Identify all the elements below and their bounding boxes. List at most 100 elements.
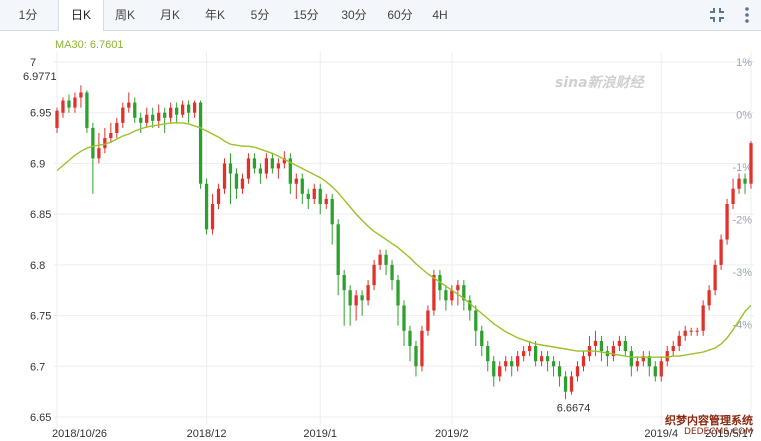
candle xyxy=(360,290,364,316)
candle xyxy=(671,340,675,357)
candle-body xyxy=(336,224,340,275)
candle xyxy=(605,346,610,367)
candle-body xyxy=(288,158,292,184)
tab-1min[interactable]: 1分 xyxy=(18,8,38,22)
tab-monthly-k[interactable]: 月K xyxy=(159,8,180,22)
compress-arrows-icon[interactable] xyxy=(707,5,727,25)
candle-body xyxy=(145,114,149,123)
tab-weekly-k[interactable]: 周K xyxy=(114,8,135,22)
candle xyxy=(354,290,358,321)
candle xyxy=(486,340,490,372)
candle-body xyxy=(366,285,370,301)
candle xyxy=(617,335,622,352)
candle-body xyxy=(623,340,628,352)
candle-body xyxy=(653,366,657,377)
candle xyxy=(151,107,155,128)
candle-body xyxy=(749,143,753,184)
candle-body xyxy=(384,254,388,265)
candle xyxy=(743,173,747,194)
candle-body xyxy=(354,295,358,306)
candle-body xyxy=(432,275,436,311)
candle xyxy=(551,356,556,377)
candle-body xyxy=(127,102,131,108)
candle-body xyxy=(228,163,233,174)
candle xyxy=(145,107,149,128)
percent-tick-label: -1% xyxy=(732,162,752,174)
candle xyxy=(510,356,514,377)
candle-body xyxy=(641,356,645,362)
candle xyxy=(121,102,125,128)
candle xyxy=(348,285,352,326)
tab-daily-k[interactable]: 日K xyxy=(58,0,104,31)
tab-30min[interactable]: 30分 xyxy=(341,8,367,22)
candle-body xyxy=(665,351,669,362)
candle xyxy=(599,335,604,362)
candle-body xyxy=(180,104,185,115)
candle xyxy=(264,153,269,179)
candle-body xyxy=(198,102,203,184)
candle-body xyxy=(414,346,418,367)
tab-yearly-k[interactable]: 年K xyxy=(204,8,225,22)
candle xyxy=(246,153,251,184)
candle-body xyxy=(486,346,490,362)
candle xyxy=(522,346,526,362)
candle xyxy=(61,97,65,118)
candle xyxy=(438,269,442,301)
candle-body xyxy=(216,188,221,204)
candle xyxy=(701,300,705,336)
candle-body xyxy=(97,148,101,159)
y-tick-label: 6.7 xyxy=(30,361,45,373)
candle xyxy=(378,249,382,270)
candle-body xyxy=(264,158,269,174)
candle-body xyxy=(516,356,520,367)
x-tick-label: 2019/5/17 xyxy=(705,428,754,440)
vertical-dots-icon[interactable] xyxy=(737,5,757,25)
candle xyxy=(468,295,472,321)
candle xyxy=(186,100,191,123)
candles xyxy=(55,85,753,400)
candle-body xyxy=(163,112,167,118)
candle xyxy=(456,280,460,306)
candle-body xyxy=(55,110,59,128)
candle-body xyxy=(330,198,334,225)
candle-body xyxy=(498,366,502,377)
tab-15min[interactable]: 15分 xyxy=(293,8,319,22)
candle-body xyxy=(300,178,304,194)
x-tick-label: 2018/10/26 xyxy=(52,428,107,440)
price-axis: 7 6.95 6.9 6.85 6.8 6.75 6.7 6.65 xyxy=(30,57,51,424)
candle-body xyxy=(61,100,65,113)
tab-5min[interactable]: 5分 xyxy=(250,8,270,22)
low-price-label: 6.6674 xyxy=(557,402,591,414)
candle-body xyxy=(545,356,550,362)
y-tick-label: 6.75 xyxy=(30,311,51,323)
candle-body xyxy=(270,158,275,169)
tab-60min[interactable]: 60分 xyxy=(387,8,413,22)
candle-body xyxy=(103,138,107,149)
y-tick-label: 6.9 xyxy=(30,158,45,170)
candle-body xyxy=(378,254,382,265)
y-tick-label: 6.95 xyxy=(30,108,51,120)
candle xyxy=(270,153,275,174)
candle-body xyxy=(569,376,574,392)
candle-body xyxy=(527,346,532,352)
watermark-line2: DEDECMS.COM xyxy=(684,427,753,437)
candle xyxy=(516,351,520,372)
candle-body xyxy=(192,102,197,113)
candle xyxy=(623,335,628,357)
candle-body xyxy=(695,330,699,332)
y-tick-label: 6.8 xyxy=(30,260,45,272)
candle-body xyxy=(73,97,77,108)
candle-body xyxy=(276,163,281,169)
candle xyxy=(575,361,580,382)
tab-4h[interactable]: 4H xyxy=(432,8,448,22)
percent-axis: 1%0%-1%-2%-3%-4% xyxy=(732,57,752,332)
candle xyxy=(731,178,735,210)
watermark-line1: 织梦内容管理系统 xyxy=(665,414,753,427)
extreme-labels: 6.9771 6.6674 xyxy=(23,71,590,414)
candle xyxy=(647,351,651,377)
candle xyxy=(258,163,263,184)
candle-body xyxy=(480,330,484,346)
candle-body xyxy=(348,290,352,306)
percent-tick-label: -2% xyxy=(732,215,752,227)
